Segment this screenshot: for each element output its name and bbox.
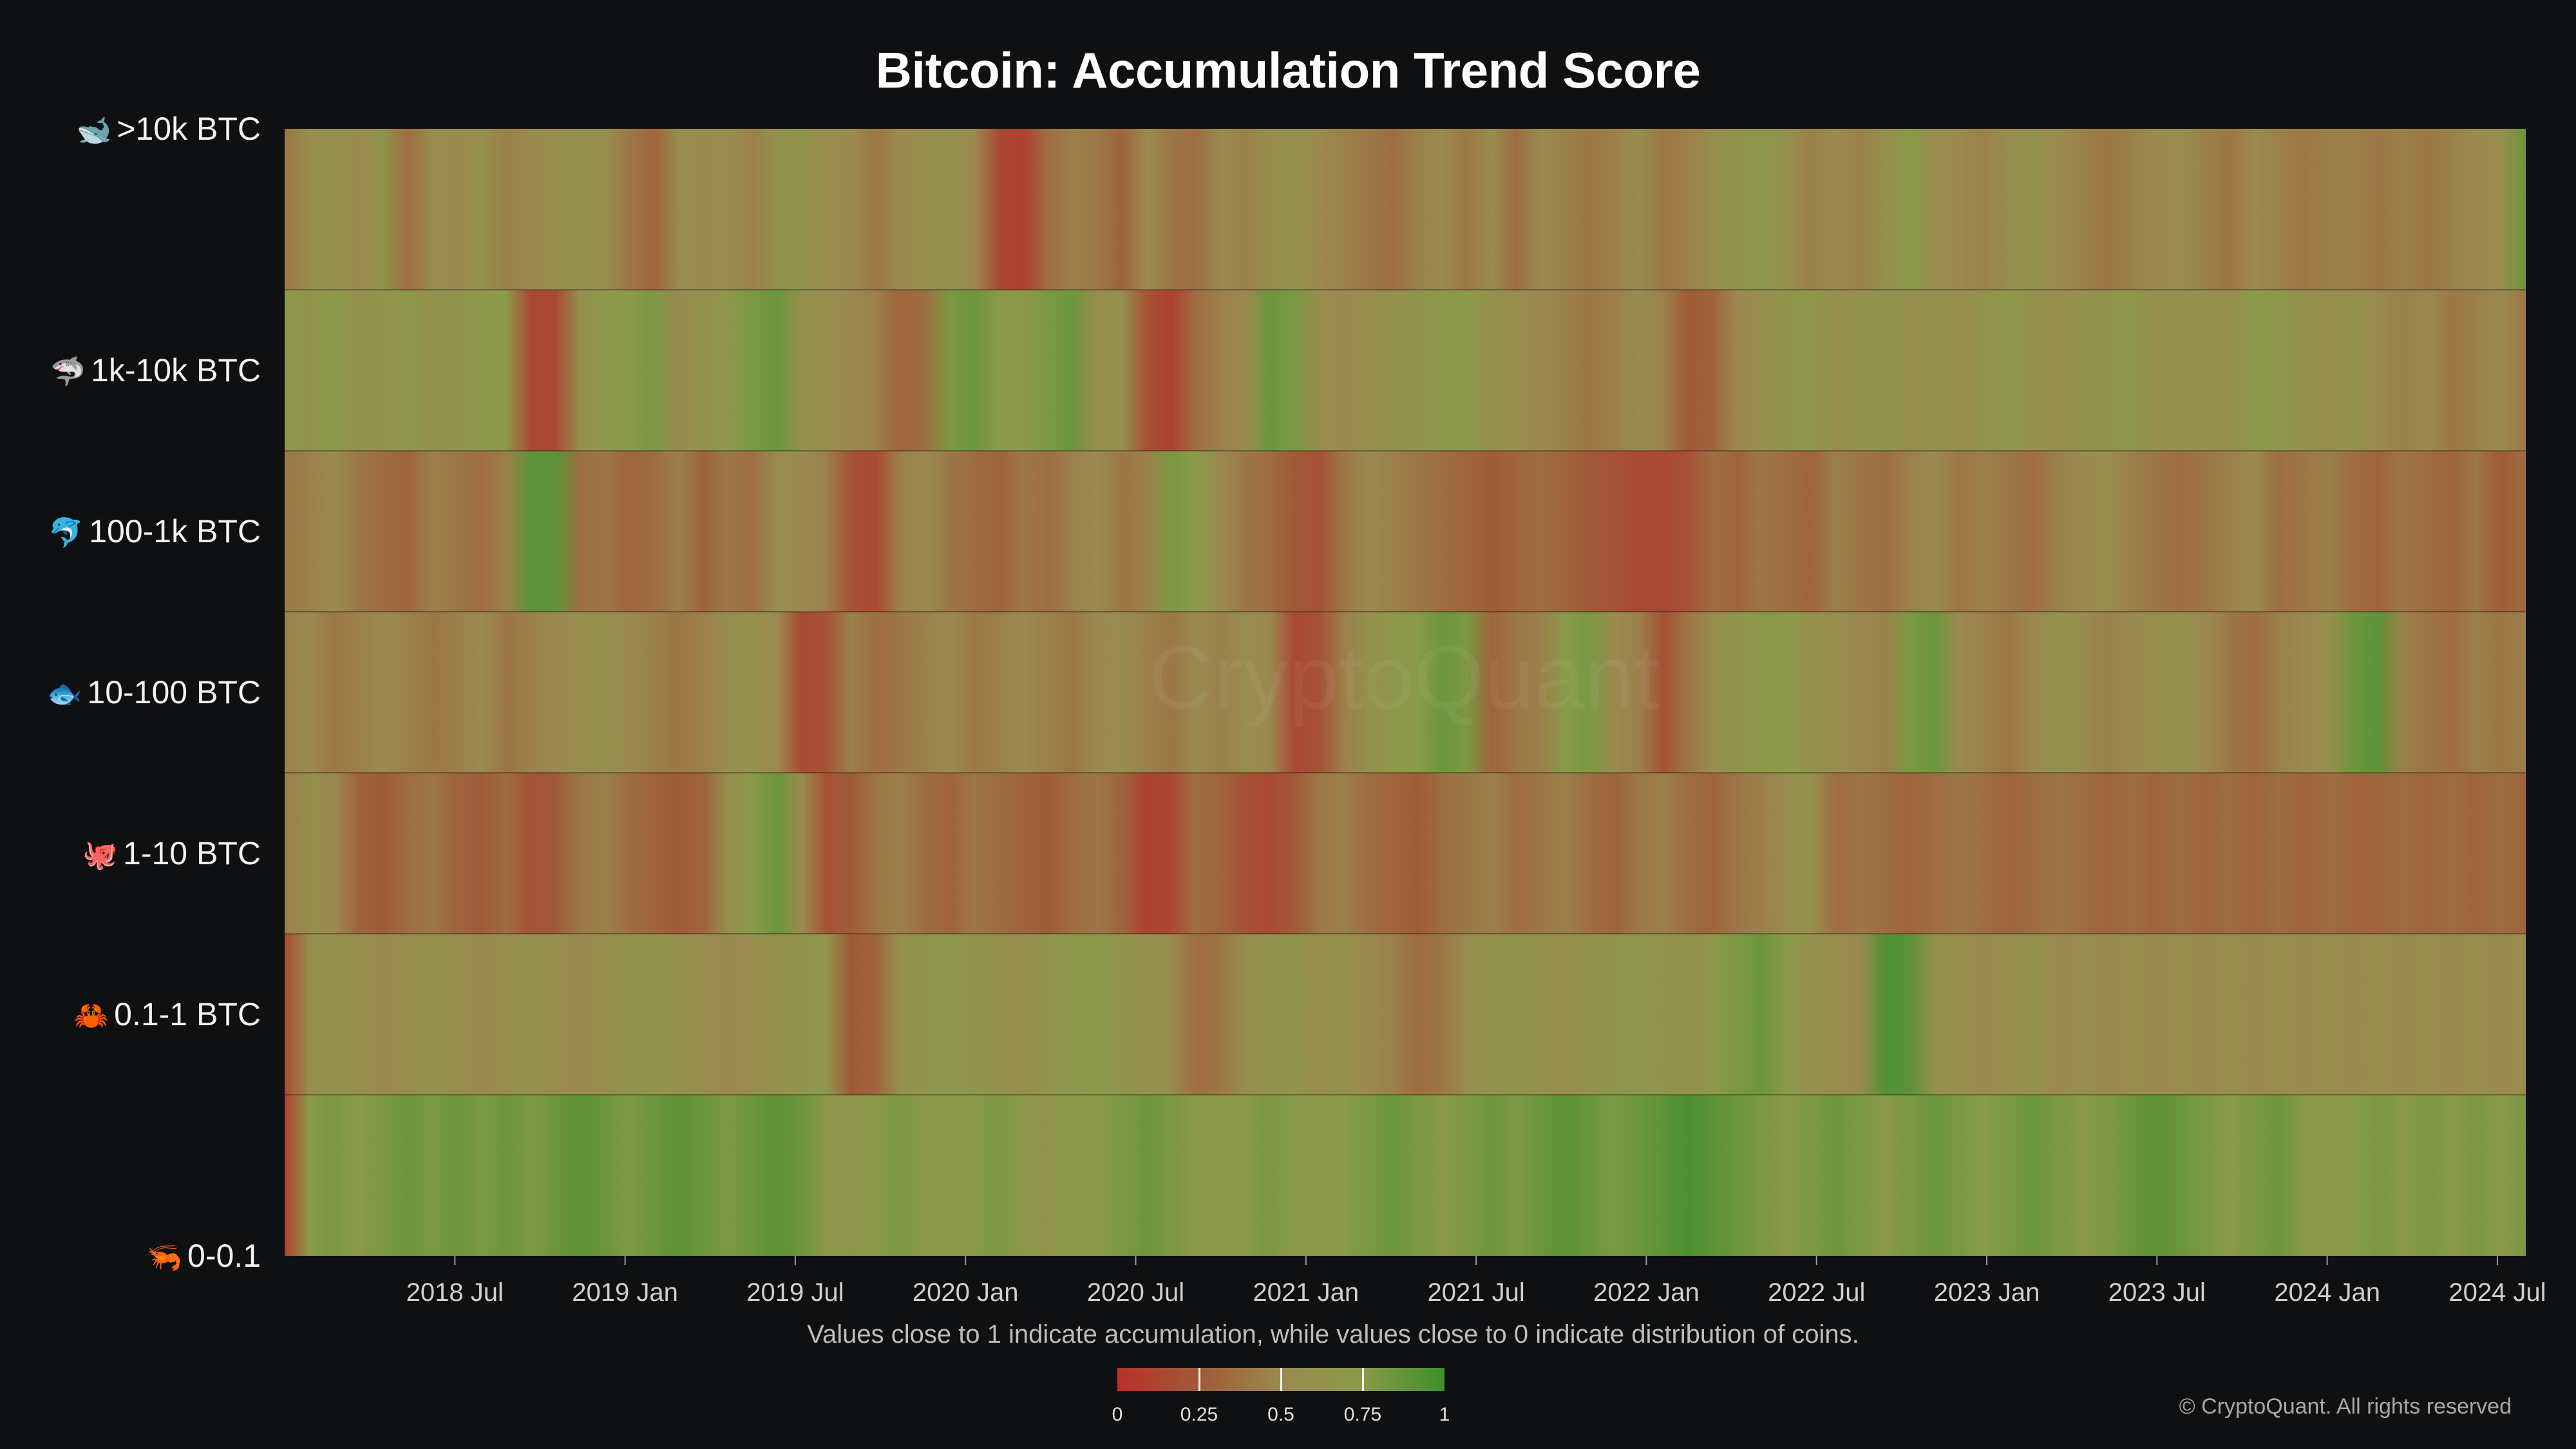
row-label-text: 1-10 BTC	[123, 835, 261, 871]
colorbar-tick	[1198, 1368, 1200, 1391]
chart-caption: Values close to 1 indicate accumulation,…	[807, 1320, 1859, 1349]
row-label: 🐋 >10k BTC	[13, 110, 261, 147]
row-label: 🐟 10-100 BTC	[13, 674, 261, 711]
colorbar-tick	[1280, 1368, 1282, 1391]
colorbar	[1117, 1368, 1444, 1391]
row-label: 🦀 0.1-1 BTC	[13, 996, 261, 1033]
x-tick-label: 2024 Jul	[2448, 1278, 2546, 1307]
row-label-text: 0.1-1 BTC	[114, 996, 261, 1032]
heatmap-row-6	[285, 934, 2526, 1095]
colorbar-tick-label: 0	[1112, 1404, 1123, 1425]
heatmap-row-5	[285, 773, 2526, 934]
crab-icon: 🦀	[73, 1000, 109, 1032]
x-tick-label: 2020 Jan	[912, 1278, 1019, 1307]
x-tick-label: 2023 Jan	[1933, 1278, 2040, 1307]
x-tick-label: 2019 Jul	[746, 1278, 844, 1307]
row-label: 🦈 1k-10k BTC	[13, 352, 261, 389]
x-tick-label: 2022 Jul	[1768, 1278, 1866, 1307]
shark-icon: 🦈	[50, 356, 86, 388]
heatmap-rows	[285, 129, 2526, 1256]
row-label-text: >10k BTC	[117, 111, 261, 147]
heatmap-row-1	[285, 129, 2526, 290]
heatmap-row-2	[285, 290, 2526, 451]
colorbar-tick-label: 0.5	[1267, 1404, 1294, 1425]
row-label: 🐬 100-1k BTC	[13, 513, 261, 550]
x-tick-label: 2019 Jan	[572, 1278, 678, 1307]
colorbar-tick-label: 0.75	[1343, 1404, 1382, 1425]
watermark-text: CryptoQuant	[1148, 627, 1660, 728]
row-label-text: 0-0.1	[187, 1238, 261, 1274]
row-label: 🐙 1-10 BTC	[13, 835, 261, 872]
copyright-text: © CryptoQuant. All rights reserved	[2179, 1394, 2512, 1419]
x-tick-label: 2024 Jan	[2274, 1278, 2380, 1307]
dolphin-icon: 🐬	[48, 517, 84, 549]
octopus-icon: 🐙	[82, 839, 118, 871]
x-tick-label: 2020 Jul	[1086, 1278, 1185, 1307]
heatmap-row-3	[285, 451, 2526, 612]
x-tick-label: 2021 Jan	[1253, 1278, 1359, 1307]
x-tick-label: 2018 Jul	[406, 1278, 504, 1307]
row-label-text: 1k-10k BTC	[91, 352, 261, 388]
colorbar-tick-label: 0.25	[1180, 1404, 1218, 1425]
chart-title: Bitcoin: Accumulation Trend Score	[875, 42, 1701, 99]
shrimp-icon: 🦐	[147, 1242, 183, 1273]
heatmap-row-7	[285, 1095, 2526, 1256]
x-axis-ticks	[454, 1256, 2498, 1265]
x-tick-label: 2023 Jul	[2108, 1278, 2206, 1307]
fish-icon: 🐟	[46, 678, 82, 710]
heatmap-row-4	[285, 612, 2526, 773]
row-label: 🦐 0-0.1	[13, 1237, 261, 1274]
row-label-text: 100-1k BTC	[89, 513, 261, 549]
x-tick-label: 2021 Jul	[1427, 1278, 1525, 1307]
whale-icon: 🐋	[76, 115, 112, 146]
colorbar-tick	[1362, 1368, 1364, 1391]
colorbar-tick-label: 1	[1439, 1404, 1450, 1425]
row-label-text: 10-100 BTC	[87, 674, 261, 710]
x-tick-label: 2022 Jan	[1593, 1278, 1700, 1307]
row-separators	[285, 289, 2526, 1095]
